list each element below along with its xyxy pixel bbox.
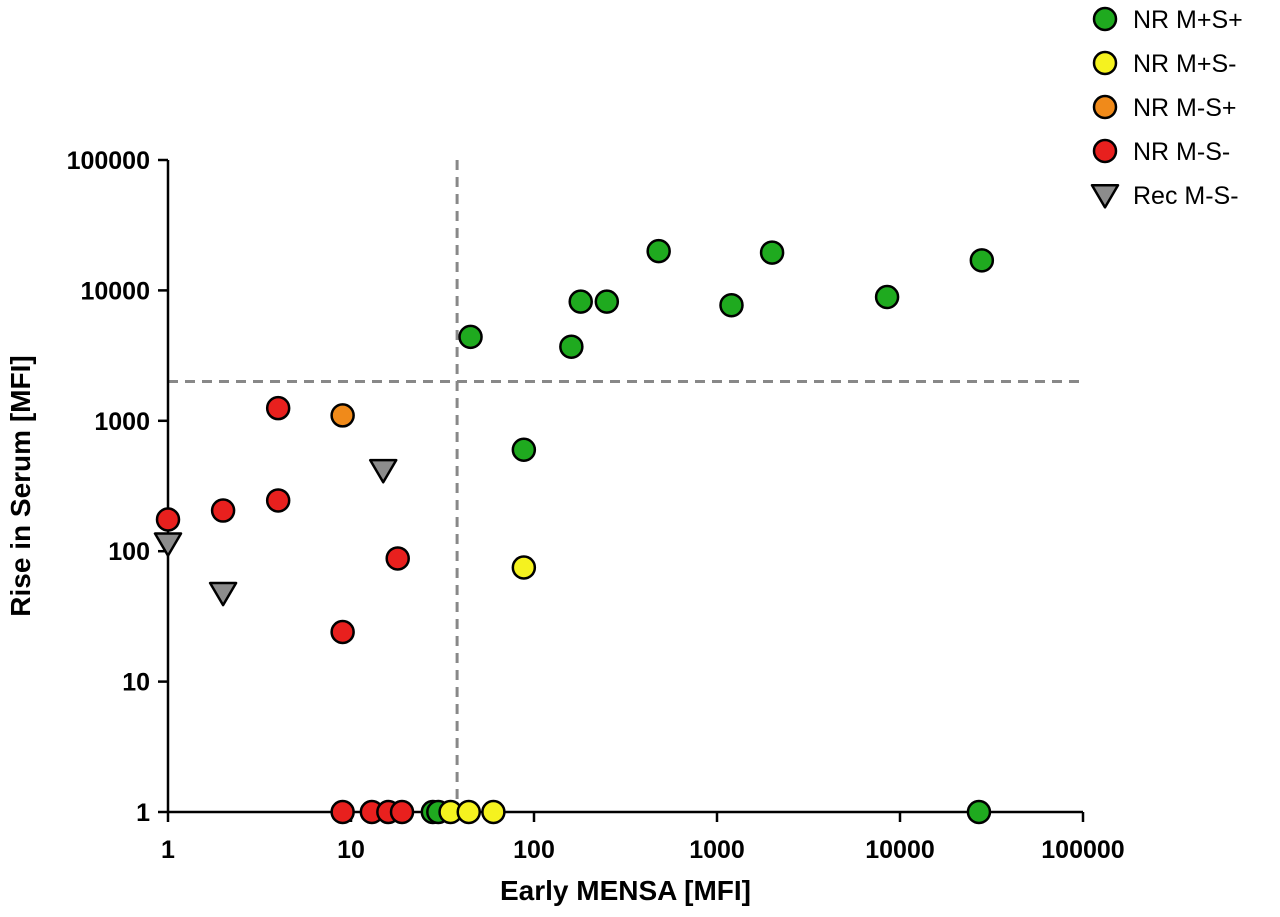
data-point <box>559 334 584 359</box>
x-tick-label: 1 <box>161 836 175 864</box>
series-group <box>155 395 415 825</box>
data-point <box>155 507 181 532</box>
data-point <box>389 799 415 825</box>
data-point <box>759 240 785 265</box>
threshold-lines <box>168 160 1083 812</box>
data-point <box>330 799 355 825</box>
data-point <box>153 532 183 557</box>
legend-marker <box>1092 50 1118 76</box>
data-points <box>153 238 995 825</box>
ticks: 1 10 100 1000 10000 100000 1 10 100 1000 10000 1000… <box>67 147 1125 864</box>
y-axis-title: Rise in Serum [MFI] <box>5 355 36 616</box>
data-point <box>265 488 291 513</box>
data-point <box>568 289 593 314</box>
legend-marker <box>1092 138 1118 164</box>
legend-label: NR M-S- <box>1133 138 1230 166</box>
data-point <box>966 799 992 825</box>
x-tick-label: 10000 <box>865 836 935 864</box>
data-point <box>210 498 236 523</box>
series-group <box>153 458 398 607</box>
x-tick-label: 10 <box>337 836 365 864</box>
axes <box>166 160 1083 814</box>
data-point <box>594 289 620 314</box>
data-point <box>719 292 744 318</box>
legend-label: Rec M-S- <box>1133 182 1239 210</box>
data-point <box>646 238 671 264</box>
y-tick-label: 10 <box>122 669 150 697</box>
data-point <box>874 284 900 310</box>
legend-label: NR M-S+ <box>1133 94 1236 122</box>
data-point <box>385 546 410 571</box>
y-tick-label: 100000 <box>67 147 150 175</box>
data-point <box>368 458 398 484</box>
data-point <box>265 395 291 421</box>
x-tick-label: 100 <box>513 836 555 864</box>
legend-marker <box>1092 6 1118 32</box>
series-group <box>330 403 355 428</box>
y-tick-label: 10000 <box>80 277 150 305</box>
data-point <box>330 403 355 428</box>
data-point <box>458 324 483 350</box>
legend-marker <box>1092 94 1118 120</box>
data-point <box>456 799 482 825</box>
x-tick-label: 1000 <box>689 836 745 864</box>
legend-label: NR M+S+ <box>1133 6 1243 34</box>
x-tick-label: 100000 <box>1041 836 1124 864</box>
y-tick-label: 1000 <box>94 408 150 436</box>
series-group <box>438 555 537 825</box>
y-tick-label: 100 <box>108 538 150 566</box>
data-point <box>969 248 995 273</box>
legend-label: NR M+S- <box>1133 50 1236 78</box>
y-tick-label: 1 <box>136 799 150 827</box>
data-point <box>481 799 506 825</box>
data-point <box>511 437 537 462</box>
data-point <box>330 619 355 645</box>
data-point <box>208 581 238 607</box>
legend-marker <box>1090 184 1120 209</box>
x-axis-title: Early MENSA [MFI] <box>500 875 751 906</box>
series-group <box>420 238 995 825</box>
data-point <box>511 555 537 580</box>
legend: NR M+S+ NR M+S- NR M-S+ NR M-S- Rec M-S- <box>1090 6 1243 210</box>
